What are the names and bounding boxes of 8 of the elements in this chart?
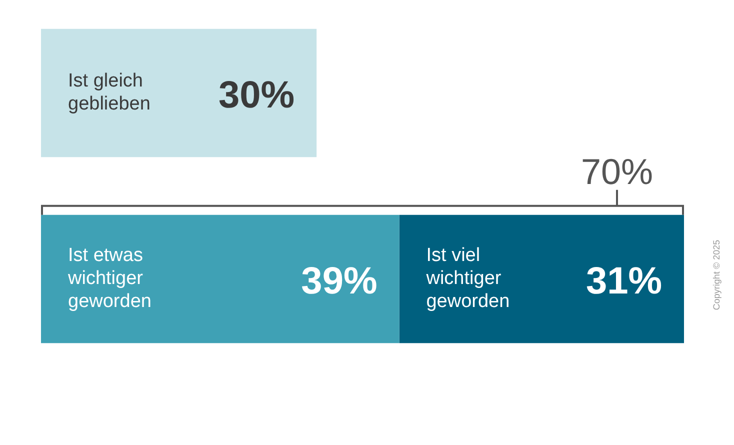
series-label: Ist viel wichtiger geworden: [425, 245, 510, 312]
series-label: Ist etwas wichtiger geworden: [67, 245, 152, 312]
data-label: 39%: [301, 260, 378, 302]
text: Copyright © 2025: [711, 240, 722, 310]
data-label: 30%: [218, 74, 295, 116]
total-label: 70%: [580, 150, 654, 192]
data-label: 31%: [586, 260, 662, 302]
series-label: Ist gleich geblieben: [68, 70, 150, 115]
